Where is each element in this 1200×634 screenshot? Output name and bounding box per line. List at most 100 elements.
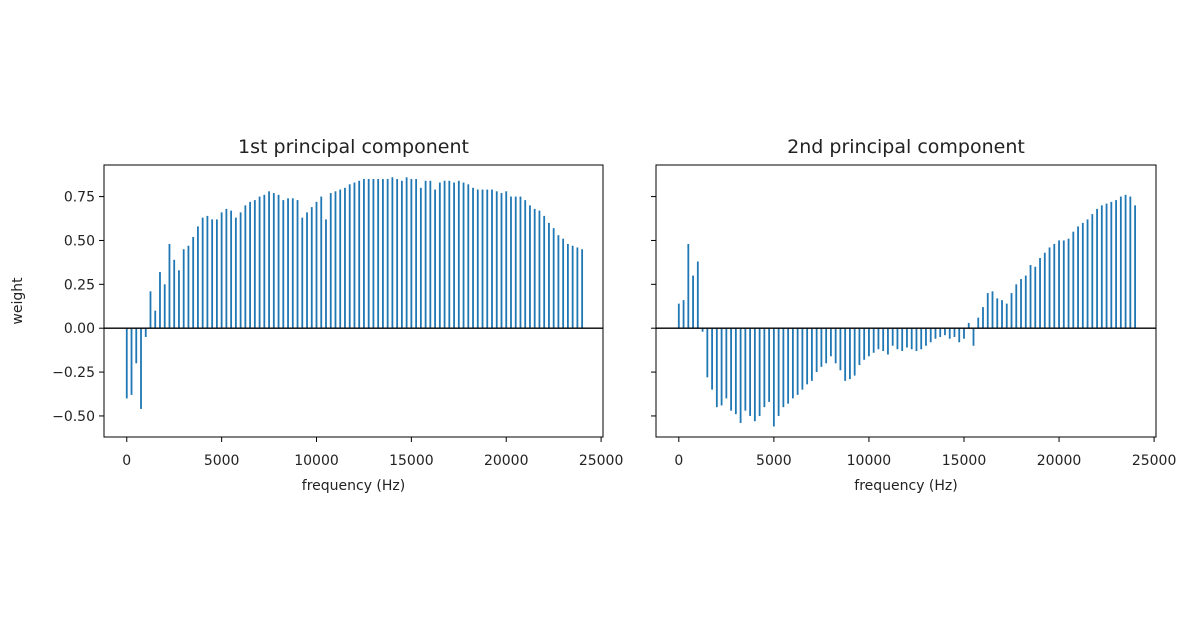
bar [457,180,460,329]
bar [230,210,233,329]
bar [706,328,709,378]
x-axis-label: frequency (Hz) [302,478,405,494]
bar [782,328,785,408]
bar [682,300,685,329]
y-axis-label: weight [10,277,26,325]
bar [701,328,704,332]
x-tick-label: 10000 [294,453,339,469]
bar [287,198,289,329]
bar [772,328,775,427]
bar [1039,258,1041,329]
axes-frame [103,164,604,438]
bar [505,191,508,329]
bar [806,328,809,385]
bar [410,179,413,329]
bar [529,205,531,329]
bar [329,193,332,329]
x-tick-label: 10000 [847,453,892,469]
bar [472,187,474,329]
bar [1010,293,1013,329]
bar [1034,266,1037,329]
bar [415,179,418,329]
bar [533,208,536,329]
bar [334,191,337,329]
bar [953,328,956,337]
bar [291,198,294,329]
bar [925,328,927,346]
bar [154,310,157,329]
bar [1001,300,1003,329]
bar [687,243,690,329]
bar [720,328,723,406]
x-tick-label: 20000 [1037,453,1082,469]
bar [296,200,299,329]
bar [1024,275,1027,329]
bar [272,193,275,329]
bar [929,328,932,343]
bar [363,179,365,329]
axes-frame [655,164,1157,438]
bar [491,189,493,329]
bar [282,200,285,329]
bar [777,328,780,416]
bar [863,328,866,360]
bar [419,187,422,329]
bar [967,322,970,329]
bar [963,328,965,339]
bar [982,307,984,329]
bar [787,328,790,404]
bar [253,200,256,329]
bar [377,179,380,329]
subplot: 2nd principal component frequency (Hz) 0 50… [651,136,1176,494]
bar [825,328,828,364]
bar [1119,196,1122,329]
bar [739,328,742,423]
bar [791,328,794,399]
y-tick-label: 0.75 [64,190,95,206]
bar [434,189,436,329]
y-tick-label: −0.50 [52,409,95,425]
y-tick-label: 0.25 [64,277,95,293]
bar [405,177,408,329]
bar [206,215,209,329]
y-tick-label: 0.00 [64,321,95,337]
bar [486,189,489,329]
bar [178,270,180,329]
bar [730,328,732,411]
bar [753,328,756,422]
bar [571,245,574,329]
x-tick-label: 15000 [942,453,987,469]
bar [749,328,752,416]
bar [1005,303,1008,329]
bar [168,243,171,329]
bar [882,328,885,352]
bar [500,193,503,329]
x-tick-label: 5000 [756,453,792,469]
bar [149,291,152,329]
x-tick-label: 5000 [204,453,240,469]
bar [197,226,199,329]
bar [1048,247,1051,329]
bar [215,219,218,329]
bar [725,328,728,399]
bar [1100,205,1103,329]
bar [339,189,342,329]
bar [1091,214,1094,329]
bar [915,328,918,352]
bar [1096,208,1098,329]
bar [239,212,242,329]
bar [815,328,818,373]
bar [1067,238,1070,329]
bar [944,328,946,336]
bar [796,328,799,395]
bar [715,328,718,408]
bar [562,238,565,329]
bar [581,249,584,329]
bar [372,179,375,329]
bar [396,179,399,329]
bar [514,196,517,329]
bar [135,328,138,364]
bar [758,328,761,416]
bar [1053,243,1056,329]
